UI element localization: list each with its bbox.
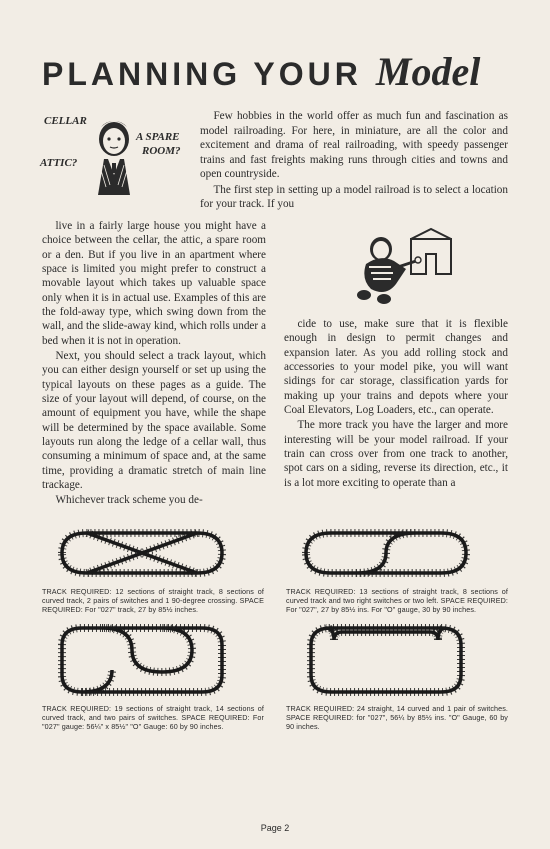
layout-1: TRACK REQUIRED: 12 sections of straight … xyxy=(42,523,264,614)
man-head-icon xyxy=(86,117,142,197)
track-diagram-2 xyxy=(286,523,486,583)
child-playing-illustration xyxy=(336,219,456,309)
layout-2: TRACK REQUIRED: 13 sections of straight … xyxy=(286,523,508,614)
col-right-p1: cide to use, make sure that it is flexib… xyxy=(284,317,508,417)
intro-p1: Few hobbies in the world offer as much f… xyxy=(200,109,508,182)
intro-paragraphs: Few hobbies in the world offer as much f… xyxy=(200,109,508,213)
col-left-p3: Whichever track scheme you de- xyxy=(42,493,266,507)
intro-p2: The first step in setting up a model rai… xyxy=(200,183,508,212)
col-left-p1: live in a fairly large house you might h… xyxy=(42,219,266,348)
layout-3: TRACK REQUIRED: 19 sections of straight … xyxy=(42,620,264,731)
col-right-p2: The more track you have the larger and m… xyxy=(284,418,508,490)
illus-word-attic: ATTIC? xyxy=(40,157,77,169)
page-title: PLANNING YOUR Model xyxy=(42,48,508,95)
track-layouts-grid: TRACK REQUIRED: 12 sections of straight … xyxy=(42,523,508,731)
layout-2-caption: TRACK REQUIRED: 13 sections of straight … xyxy=(286,587,508,614)
illus-word-cellar: CELLAR xyxy=(44,115,87,127)
illus-word-room: ROOM? xyxy=(142,145,181,157)
layout-1-caption: TRACK REQUIRED: 12 sections of straight … xyxy=(42,587,264,614)
column-right: cide to use, make sure that it is flexib… xyxy=(284,219,508,509)
page-number: Page 2 xyxy=(0,823,550,833)
column-left: live in a fairly large house you might h… xyxy=(42,219,266,509)
track-diagram-4 xyxy=(286,620,486,700)
layout-3-caption: TRACK REQUIRED: 19 sections of straight … xyxy=(42,704,264,731)
track-diagram-1 xyxy=(42,523,242,583)
illus-word-spare: A SPARE xyxy=(136,131,180,143)
layout-4-caption: TRACK REQUIRED: 24 straight, 14 curved a… xyxy=(286,704,508,731)
thinking-man-illustration: CELLAR ATTIC? A SPARE ROOM? xyxy=(42,109,182,209)
title-main: PLANNING YOUR xyxy=(42,56,362,93)
track-diagram-3 xyxy=(42,620,242,700)
title-script: Model xyxy=(376,48,480,95)
col-left-p2: Next, you should select a track layout, … xyxy=(42,349,266,492)
layout-4: TRACK REQUIRED: 24 straight, 14 curved a… xyxy=(286,620,508,731)
